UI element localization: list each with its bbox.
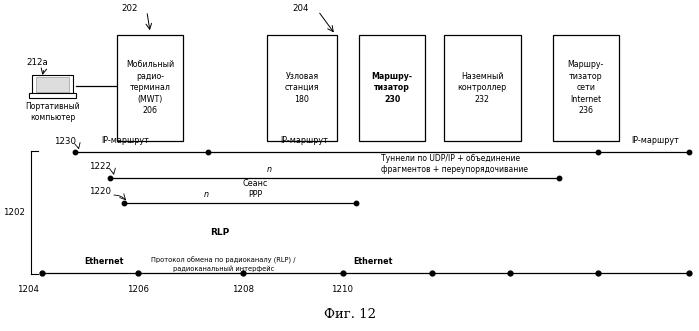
FancyBboxPatch shape xyxy=(267,35,337,141)
Text: Ethernet: Ethernet xyxy=(84,258,123,266)
Text: Портативный
компьютер: Портативный компьютер xyxy=(25,102,80,122)
Text: 1210: 1210 xyxy=(331,285,354,294)
FancyBboxPatch shape xyxy=(36,76,69,91)
Text: Туннели по UDP/IP + объединение
фрагментов + переупорядочивание: Туннели по UDP/IP + объединение фрагмент… xyxy=(381,154,528,174)
FancyBboxPatch shape xyxy=(32,75,73,93)
Text: 204: 204 xyxy=(292,4,309,13)
Text: 212a: 212a xyxy=(27,58,48,68)
Text: Мобильный
радио-
терминал
(MWT)
206: Мобильный радио- терминал (MWT) 206 xyxy=(126,60,175,115)
Text: Ethernet: Ethernet xyxy=(354,258,393,266)
Text: Протокол обмена по радиоканалу (RLP) /
радиоканальный интерфейс: Протокол обмена по радиоканалу (RLP) / р… xyxy=(152,257,296,272)
Text: 1202: 1202 xyxy=(3,208,25,217)
Text: 1220: 1220 xyxy=(89,187,111,196)
Text: IP-маршрут: IP-маршрут xyxy=(101,136,149,145)
Text: 1208: 1208 xyxy=(232,285,254,294)
Text: Наземный
контроллер
232: Наземный контроллер 232 xyxy=(458,72,507,104)
Text: $n$: $n$ xyxy=(203,190,210,199)
Text: Маршру-
тизатор
230: Маршру- тизатор 230 xyxy=(372,72,412,104)
Text: IP-маршрут: IP-маршрут xyxy=(632,136,679,145)
FancyBboxPatch shape xyxy=(117,35,183,141)
Text: 1230: 1230 xyxy=(54,137,76,146)
Text: Маршру-
тизатор
сети
Internet
236: Маршру- тизатор сети Internet 236 xyxy=(568,60,604,115)
Text: 1206: 1206 xyxy=(127,285,150,294)
FancyBboxPatch shape xyxy=(359,35,425,141)
Text: IP-маршрут: IP-маршрут xyxy=(280,136,328,145)
FancyBboxPatch shape xyxy=(552,35,619,141)
Text: RLP: RLP xyxy=(210,228,230,237)
Text: 1222: 1222 xyxy=(89,162,111,171)
Text: $n$: $n$ xyxy=(266,166,273,174)
Text: 202: 202 xyxy=(121,4,138,13)
Text: Сеанс
PPP: Сеанс PPP xyxy=(243,179,268,199)
FancyBboxPatch shape xyxy=(29,93,76,99)
Text: Фиг. 12: Фиг. 12 xyxy=(324,308,375,321)
Text: 1204: 1204 xyxy=(17,285,39,294)
Text: Узловая
станция
180: Узловая станция 180 xyxy=(284,72,319,104)
FancyBboxPatch shape xyxy=(444,35,521,141)
